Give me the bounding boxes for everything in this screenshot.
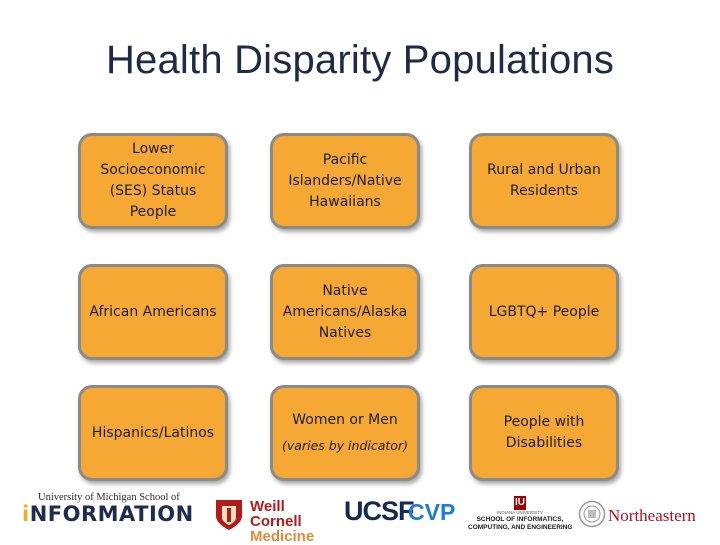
card-label: Native Americans/Alaska Natives <box>282 282 408 341</box>
card-hispanics-latinos: Hispanics/Latinos <box>78 385 228 481</box>
northeastern-wordmark: Northeastern <box>608 506 696 525</box>
card-label: Pacific Islanders/Native Hawaiians <box>288 151 402 210</box>
card-label: Lower Socioeconomic (SES) Status People <box>100 141 206 220</box>
ucsf-logo: UCSF <box>344 496 414 526</box>
card-label: African Americans <box>89 303 217 320</box>
card-lgbtq: LGBTQ+ People <box>469 264 619 360</box>
card-label: People with Disabilities <box>503 414 585 451</box>
logo-strip: University of Michigan School of iNFORMA… <box>0 490 720 544</box>
iu-informatics-logo: IU INDIANA UNIVERSITY SCHOOL OF INFORMAT… <box>468 492 573 531</box>
umich-logo-line1: University of Michigan School of <box>38 492 180 503</box>
iu-logo-line3: COMPUTING, AND ENGINEERING <box>468 523 573 531</box>
card-note: (varies by indicator) <box>282 438 408 453</box>
page-title: Health Disparity Populations <box>105 38 615 82</box>
weill-cornell-shield-icon <box>216 500 242 530</box>
weill-cornell-line2: Medicine <box>250 528 315 545</box>
weill-cornell-line1: Weill Cornell <box>250 498 302 530</box>
umich-logo-line2: iNFORMATION <box>22 502 198 526</box>
card-native-americans: Native Americans/Alaska Natives <box>270 264 420 360</box>
northeastern-seal-icon <box>578 500 606 528</box>
card-label: Hispanics/Latinos <box>91 424 215 441</box>
cvp-logo: CVP <box>408 499 456 525</box>
card-african-americans: African Americans <box>78 264 228 360</box>
card-rural-urban: Rural and Urban Residents <box>469 133 619 229</box>
card-label: LGBTQ+ People <box>488 303 600 320</box>
iu-logo-line1: INDIANA UNIVERSITY <box>496 510 544 515</box>
iu-trident-icon: IU <box>514 496 526 510</box>
card-disabilities: People with Disabilities <box>469 385 619 481</box>
card-lower-ses: Lower Socioeconomic (SES) Status People <box>78 133 228 229</box>
card-label: Women or Men <box>292 412 398 428</box>
card-women-men: Women or Men (varies by indicator) <box>270 385 420 481</box>
umich-logo-i: i <box>22 502 30 526</box>
umich-information-logo: University of Michigan School of iNFORMA… <box>22 492 198 526</box>
weill-cornell-logo: Weill Cornell Medicine <box>214 498 340 544</box>
umich-logo-rest: NFORMATION <box>29 502 194 526</box>
iu-logo-line2: SCHOOL OF INFORMATICS, <box>476 516 564 523</box>
northeastern-logo: Northeastern <box>578 500 714 532</box>
card-pacific-islanders: Pacific Islanders/Native Hawaiians <box>270 133 420 229</box>
card-label: Rural and Urban Residents <box>487 162 601 199</box>
